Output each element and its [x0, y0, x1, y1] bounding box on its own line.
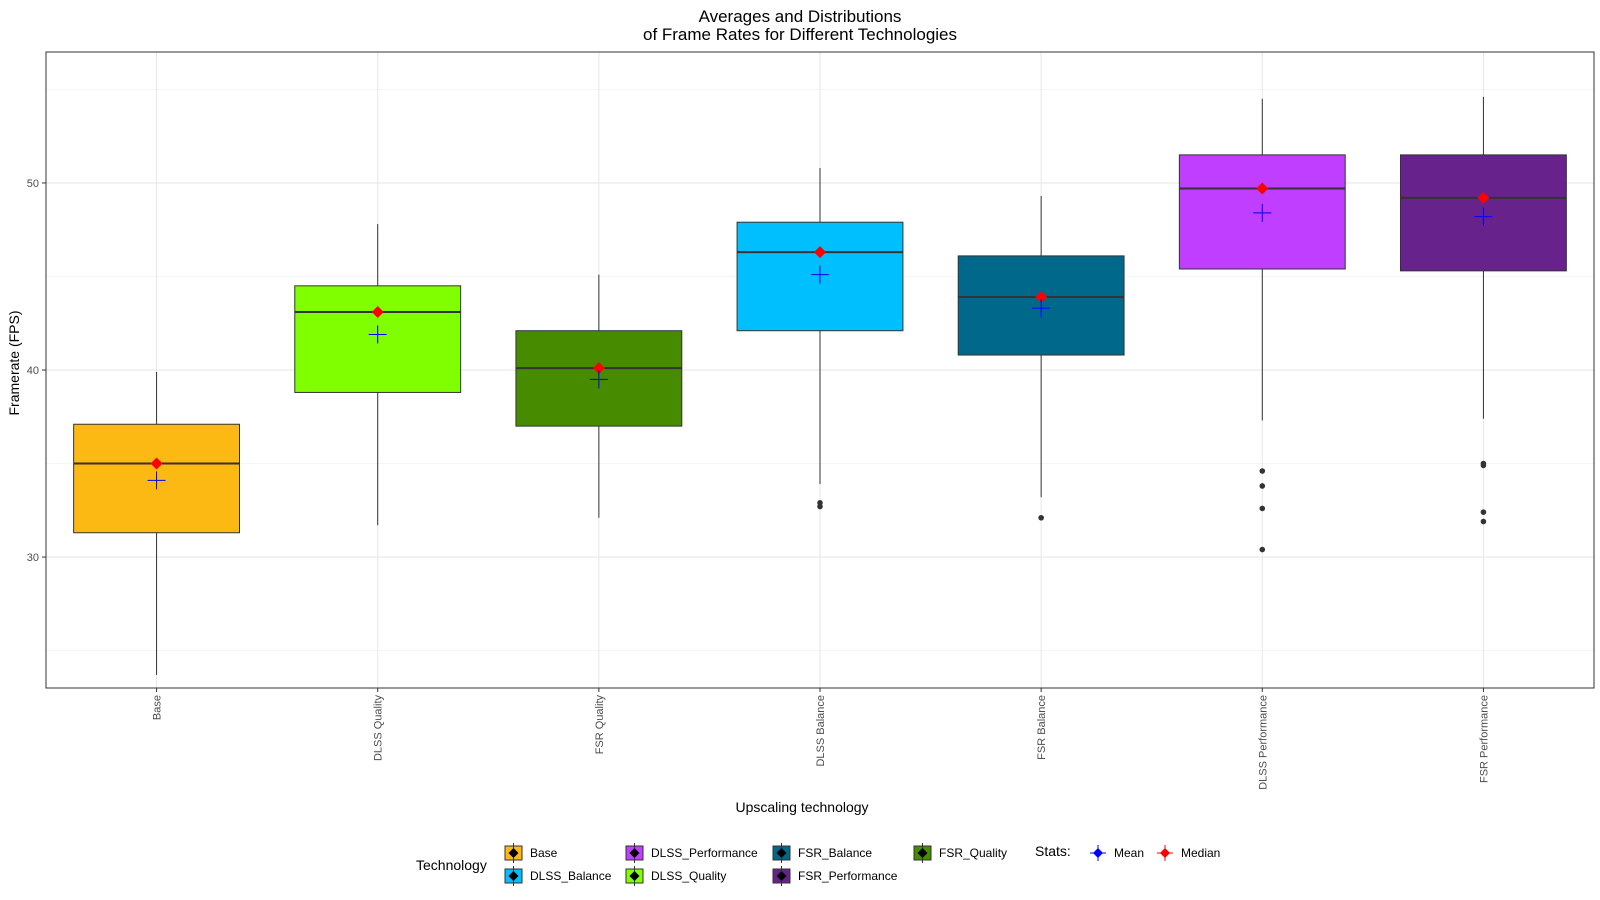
legend-label: DLSS_Balance — [530, 869, 612, 883]
legend-label: FSR_Balance — [798, 846, 872, 860]
median-marker — [1477, 191, 1490, 204]
outlier-point — [1480, 518, 1487, 525]
legend-key-diamond — [629, 848, 640, 858]
y-tick-label: 30 — [27, 552, 39, 564]
y-axis-title: Framerate (FPS) — [6, 310, 22, 415]
x-tick-label: FSR Performance — [1478, 695, 1490, 783]
legend-technology-title: Technology — [416, 857, 487, 873]
y-tick-label: 40 — [27, 365, 39, 377]
legend-stat-diamond — [1093, 848, 1103, 858]
legend-item-technology: DLSS_Quality — [625, 866, 726, 886]
legend-item-technology: DLSS_Balance — [504, 866, 612, 886]
legend-key-diamond — [508, 871, 519, 881]
legend: Technology Stats: Base DLSS_Balance DLSS_P… — [416, 843, 1220, 886]
x-tick-label: Base — [152, 695, 164, 720]
chart-title-line1: Averages and Distributions — [699, 7, 902, 26]
box-group — [736, 167, 904, 510]
legend-label: FSR_Performance — [798, 869, 898, 883]
legend-item-technology: FSR_Performance — [772, 866, 898, 886]
legend-key-diamond — [776, 848, 787, 858]
median-marker — [150, 457, 163, 470]
x-tick-label: DLSS Performance — [1257, 695, 1269, 790]
box-group — [515, 274, 683, 518]
legend-item-technology: Base — [504, 843, 558, 863]
legend-item-technology: FSR_Quality — [913, 843, 1007, 863]
legend-key-diamond — [629, 871, 640, 881]
outlier-point — [1480, 509, 1487, 515]
x-tick-label: DLSS Balance — [815, 695, 827, 767]
legend-stats-title: Stats: — [1035, 843, 1071, 859]
legend-label: Median — [1181, 846, 1220, 860]
x-tick-label: DLSS Quality — [373, 695, 385, 762]
legend-key-diamond — [508, 848, 519, 858]
median-marker — [1256, 182, 1269, 195]
box-group — [1178, 98, 1346, 553]
outlier-point — [1038, 514, 1044, 521]
median-marker — [592, 362, 605, 375]
axes: 30 40 50 Base DLSS Quality FSR Quality DLSS Ba… — [27, 178, 1491, 790]
outlier-point — [817, 503, 823, 510]
y-tick-label: 50 — [27, 178, 39, 190]
x-axis-title: Upscaling technology — [735, 799, 868, 815]
legend-key-diamond — [776, 871, 787, 881]
x-tick-label: FSR Quality — [594, 695, 606, 755]
legend-label: Base — [530, 846, 558, 860]
legend-item-stat: Median — [1157, 845, 1220, 861]
legend-item-technology: DLSS_Performance — [625, 843, 758, 863]
outlier-point — [1259, 505, 1266, 512]
legend-item-technology: FSR_Balance — [772, 843, 872, 863]
median-marker — [371, 306, 384, 319]
median-marker — [1035, 291, 1048, 304]
outlier-point — [1259, 546, 1266, 553]
outlier-point — [1259, 468, 1266, 474]
legend-label: FSR_Quality — [939, 846, 1007, 860]
legend-key-diamond — [917, 848, 928, 858]
box-group — [73, 371, 241, 675]
legend-label: DLSS_Quality — [651, 869, 726, 883]
outlier-point — [1480, 462, 1487, 469]
boxes — [73, 96, 1567, 675]
chart-title-line2: of Frame Rates for Different Technologie… — [643, 25, 957, 44]
median-marker — [814, 246, 826, 259]
box-group — [1400, 96, 1567, 525]
box-group — [957, 196, 1125, 521]
legend-stat-diamond — [1160, 848, 1170, 858]
x-tick-label: FSR Balance — [1036, 695, 1048, 760]
outlier-point — [1259, 483, 1266, 489]
legend-label: Mean — [1114, 846, 1144, 860]
legend-item-stat: Mean — [1090, 845, 1144, 861]
legend-label: DLSS_Performance — [651, 846, 758, 860]
box-group — [294, 224, 462, 526]
